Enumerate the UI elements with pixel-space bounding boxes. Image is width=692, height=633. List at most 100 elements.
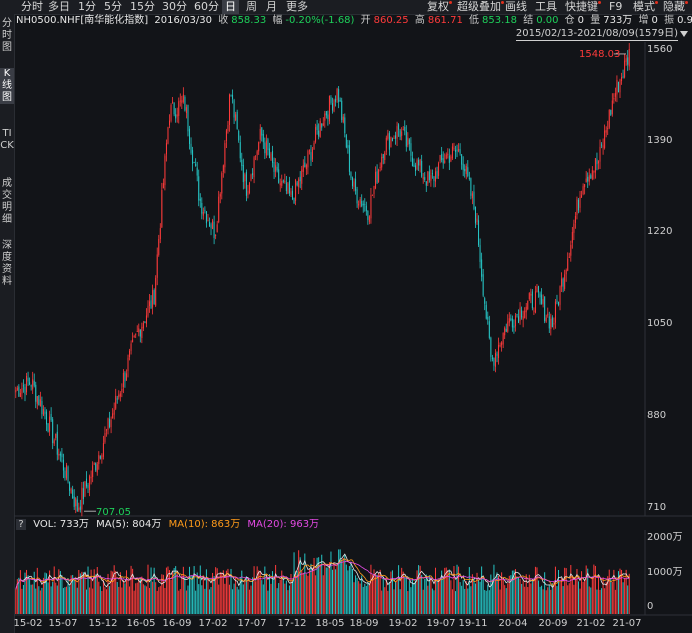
shortcut-button[interactable]: 快捷键 — [565, 0, 601, 14]
candle-body — [508, 318, 510, 323]
mode-button[interactable]: 模式 — [633, 0, 658, 14]
candle-body — [175, 114, 177, 119]
volume-bar — [173, 567, 175, 614]
candle-body — [398, 124, 400, 130]
volume-bar — [198, 584, 200, 614]
candle-body — [433, 176, 435, 181]
timeframe-tab-60min[interactable]: 60分 — [194, 0, 219, 13]
volume-bar — [18, 577, 20, 614]
candle-body — [536, 286, 538, 293]
sidebar-item-kline-chart[interactable]: K线图 — [0, 68, 14, 104]
volume-bar — [58, 569, 60, 614]
candle-body — [448, 155, 450, 163]
candle-body — [616, 80, 618, 95]
date-range-selector[interactable]: 2015/02/13-2021/08/09(1579日) — [515, 28, 678, 41]
volume-bar — [410, 587, 412, 614]
volume-bar — [307, 575, 309, 614]
sidebar-item-intraday-chart[interactable]: 分时图 — [2, 18, 12, 53]
volume-bar — [261, 580, 263, 614]
volume-bar — [225, 570, 227, 614]
candle-body — [165, 143, 167, 155]
volume-bar — [325, 567, 327, 614]
draw-line-button[interactable]: 画线 — [505, 0, 527, 13]
volume-bar — [132, 568, 134, 614]
volume-bar — [224, 583, 226, 614]
candle-body — [436, 171, 438, 179]
price-tick-880: 880 — [647, 410, 667, 421]
candle-body — [258, 142, 260, 152]
help-icon[interactable]: ? — [16, 519, 26, 530]
sidebar-item-tick[interactable]: TICK — [0, 128, 14, 151]
candle-body — [129, 350, 131, 358]
candle-body — [307, 151, 309, 168]
sidebar-item-depth-data[interactable]: 深度资料 — [2, 240, 12, 287]
volume-bar — [370, 564, 372, 614]
timeframe-tab-intraday[interactable]: 分时 — [21, 0, 43, 13]
candle-body — [407, 137, 409, 146]
x-tick-20-09: 20-09 — [538, 618, 568, 629]
volume-bar — [559, 583, 561, 614]
adjust-button[interactable]: 复权 — [427, 0, 452, 14]
candle-body — [195, 163, 197, 166]
candle-body — [296, 182, 298, 186]
volume-bar — [558, 570, 560, 614]
volume-bar — [348, 566, 350, 614]
candle-body — [564, 274, 566, 289]
x-tick-16-09: 16-09 — [162, 618, 192, 629]
volume-bar — [52, 581, 54, 614]
volume-bar — [281, 570, 283, 614]
timeframe-tab-5min[interactable]: 5分 — [104, 0, 122, 13]
candle-body — [441, 154, 443, 161]
volume-bar — [235, 577, 237, 614]
volume-bar — [170, 579, 172, 614]
volume-bar — [610, 579, 612, 614]
candle-body — [476, 218, 478, 222]
sidebar-item-trade-details[interactable]: 成交明细 — [2, 178, 12, 225]
timeframe-tab-15min[interactable]: 15分 — [130, 0, 155, 13]
candle-body — [577, 199, 579, 211]
candle-body — [30, 385, 32, 387]
volume-bar — [36, 567, 38, 614]
timeframe-tab-1min[interactable]: 1分 — [78, 0, 96, 13]
candle-body — [90, 476, 92, 479]
volume-bar — [554, 566, 556, 614]
volume-bar — [322, 575, 324, 614]
candle-body — [421, 160, 423, 177]
volume-bar — [72, 574, 74, 614]
volume-bar — [395, 581, 397, 614]
candle-body — [196, 167, 198, 176]
tools-button[interactable]: 工具 — [535, 0, 557, 13]
timeframe-tab-30min[interactable]: 30分 — [162, 0, 187, 13]
timeframe-tab-multiday[interactable]: 多日 — [48, 0, 70, 13]
candle-body — [156, 254, 158, 278]
hide-button[interactable]: 隐藏 — [663, 0, 688, 14]
volume-bar — [458, 566, 460, 614]
f9-button[interactable]: F9 — [609, 0, 623, 13]
timeframe-tab-weekly[interactable]: 周 — [246, 0, 257, 13]
volume-bar — [573, 584, 575, 614]
volume-bar — [42, 577, 44, 614]
candle-body — [525, 306, 527, 313]
volume-bar — [159, 586, 161, 614]
candle-body — [353, 181, 355, 188]
candle-body — [385, 137, 387, 152]
dropdown-arrow-icon[interactable] — [680, 31, 688, 37]
candle-body — [339, 100, 341, 102]
candle-body — [541, 294, 543, 304]
candle-body — [611, 100, 613, 115]
candle-body — [445, 154, 447, 159]
candle-body — [519, 307, 521, 322]
candle-body — [288, 180, 290, 194]
candle-body — [22, 385, 24, 387]
candle-body — [310, 152, 312, 161]
candle-body — [89, 476, 91, 491]
timeframe-tab-daily[interactable]: 日 — [222, 0, 239, 14]
volume-bar — [156, 590, 158, 614]
overlay-button[interactable]: 超级叠加 — [457, 0, 504, 14]
candle-body — [138, 328, 140, 333]
candle-body — [451, 146, 453, 159]
timeframe-tab-more[interactable]: 更多 — [286, 0, 308, 13]
timeframe-tab-monthly[interactable]: 月 — [266, 0, 277, 13]
volume-bar — [319, 563, 321, 614]
